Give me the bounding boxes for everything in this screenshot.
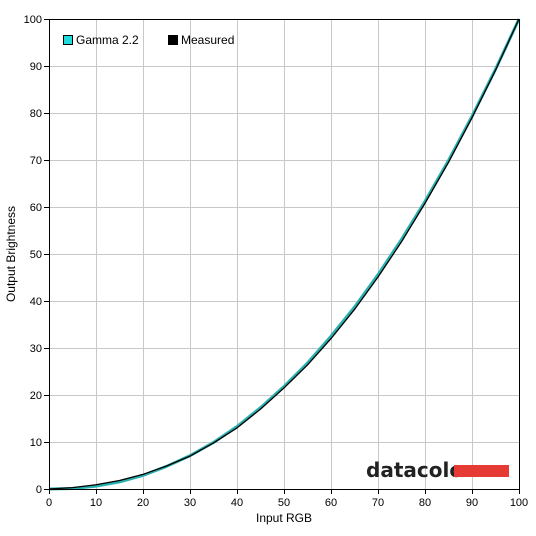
x-tick-label: 60 <box>325 497 337 509</box>
y-tick-label: 30 <box>30 343 42 355</box>
legend-label-gamma: Gamma 2.2 <box>76 33 139 47</box>
y-tick-label: 50 <box>30 249 42 261</box>
series-line-gamma-2-2 <box>48 18 521 491</box>
legend-swatch-gamma <box>63 35 73 45</box>
axis-ticks: 0 10 20 30 40 50 60 70 80 90 100 0 10 20 30 40 50 60 70 80 9… <box>24 14 529 509</box>
y-tick-label: 40 <box>30 296 42 308</box>
y-tick-label: 80 <box>30 108 42 120</box>
y-tick-label: 100 <box>24 14 42 26</box>
series-line-measured <box>48 18 520 490</box>
y-tick-label: 20 <box>30 390 42 402</box>
x-tick-label: 100 <box>510 497 528 509</box>
x-tick-label: 0 <box>46 497 52 509</box>
y-tick-label: 90 <box>30 61 42 73</box>
datacolor-red-bar <box>454 465 509 477</box>
y-axis-title: Output Brightness <box>4 206 18 302</box>
legend: Gamma 2.2 Measured <box>63 33 234 47</box>
x-tick-label: 70 <box>372 497 384 509</box>
x-tick-label: 90 <box>466 497 478 509</box>
x-tick-label: 50 <box>278 497 290 509</box>
x-tick-label: 40 <box>231 497 243 509</box>
y-tick-label: 10 <box>30 437 42 449</box>
series-lines <box>48 18 521 491</box>
x-axis-title: Input RGB <box>256 511 312 525</box>
grid <box>49 19 519 489</box>
x-tick-label: 20 <box>137 497 149 509</box>
datacolor-logo: datacolor <box>366 458 509 482</box>
y-tick-label: 70 <box>30 155 42 167</box>
x-tick-label: 30 <box>184 497 196 509</box>
y-tick-label: 60 <box>30 202 42 214</box>
x-tick-label: 10 <box>90 497 102 509</box>
legend-swatch-measured <box>168 35 178 45</box>
x-tick-label: 80 <box>419 497 431 509</box>
legend-label-measured: Measured <box>181 33 234 47</box>
y-tick-label: 0 <box>36 484 42 496</box>
